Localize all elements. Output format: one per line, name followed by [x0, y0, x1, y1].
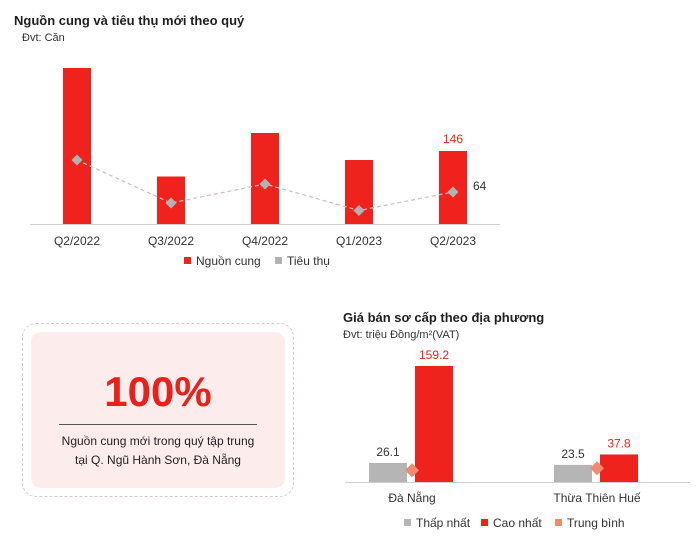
legend-label-trung-binh: Trung bình [567, 516, 625, 530]
highlight-divider [59, 424, 257, 425]
consumption-data-label-q2-2023: 64 [473, 179, 487, 193]
highlight-value: 100% [104, 368, 212, 415]
consumption-point-q2-2023 [447, 186, 459, 198]
chart2-title: Giá bán sơ cấp theo địa phương [343, 310, 545, 325]
legend-swatch-tieu-thu [275, 257, 282, 264]
max-price-label-da-nang: 159.2 [419, 348, 449, 362]
chart1-title: Nguồn cung và tiêu thụ mới theo quý [14, 13, 245, 28]
legend-label-cao-nhat: Cao nhất [493, 516, 542, 530]
highlight-text-line2: tại Q. Ngũ Hành Sơn, Đà Nẵng [75, 453, 241, 467]
min-price-label-da-nang: 26.1 [376, 445, 400, 459]
min-price-label-thua-thien-hue: 23.5 [561, 447, 585, 461]
consumption-point-q3-2022 [165, 197, 177, 209]
x-tick-label-da-nang: Đà Nẵng [388, 490, 435, 505]
legend-swatch-cao-nhat [481, 519, 488, 526]
min-price-bar-thua-thien-hue [554, 464, 592, 482]
highlight-text-line1: Nguồn cung mới trong quý tập trung [61, 434, 255, 448]
consumption-point-q2-2022 [71, 154, 83, 166]
supply-consumption-chart: Q2/2022 Q3/2022 Q4/2022 Q1/2023 Q2/2023 146 64… [30, 68, 500, 268]
min-price-bar-da-nang [369, 462, 407, 482]
x-tick-label-q1-2023: Q1/2023 [336, 234, 382, 248]
highlight-text: Nguồn cung mới trong quý tập trung tại Q… [41, 432, 275, 470]
highlight-card: 100% Nguồn cung mới trong quý tập trung … [22, 323, 294, 497]
legend-swatch-trung-binh [555, 519, 562, 526]
chart2-subtitle: Đvt: triệu Đồng/m²(VAT) [343, 329, 460, 341]
x-tick-label-thua-thien-hue: Thừa Thiên Huế [553, 491, 641, 505]
max-price-label-thua-thien-hue: 37.8 [607, 436, 631, 450]
highlight-card-inner: 100% Nguồn cung mới trong quý tập trung … [31, 332, 285, 488]
avg-price-marker-thua-thien-hue [590, 461, 604, 476]
x-tick-label-q4-2022: Q4/2022 [242, 234, 288, 248]
legend-label-tieu-thu: Tiêu thụ [287, 254, 330, 268]
x-tick-label-q3-2022: Q3/2022 [148, 234, 194, 248]
max-price-bar-thua-thien-hue [600, 454, 638, 482]
legend-label-nguon-cung: Nguồn cung [196, 254, 261, 268]
consumption-point-q1-2023 [353, 205, 365, 216]
legend-swatch-nguon-cung [184, 257, 191, 264]
x-tick-label-q2-2023: Q2/2023 [430, 234, 476, 248]
consumption-point-q4-2022 [259, 178, 271, 190]
max-price-bar-da-nang [415, 366, 453, 482]
legend-swatch-thap-nhat [404, 519, 411, 526]
supply-bar-q2-2022 [63, 68, 91, 224]
supply-data-label-q2-2023: 146 [443, 132, 463, 146]
chart1-subtitle: Đvt: Căn [22, 32, 65, 44]
x-tick-label-q2-2022: Q2/2022 [54, 234, 100, 248]
avg-price-marker-da-nang [405, 463, 419, 478]
legend-label-thap-nhat: Thấp nhất [416, 516, 471, 530]
